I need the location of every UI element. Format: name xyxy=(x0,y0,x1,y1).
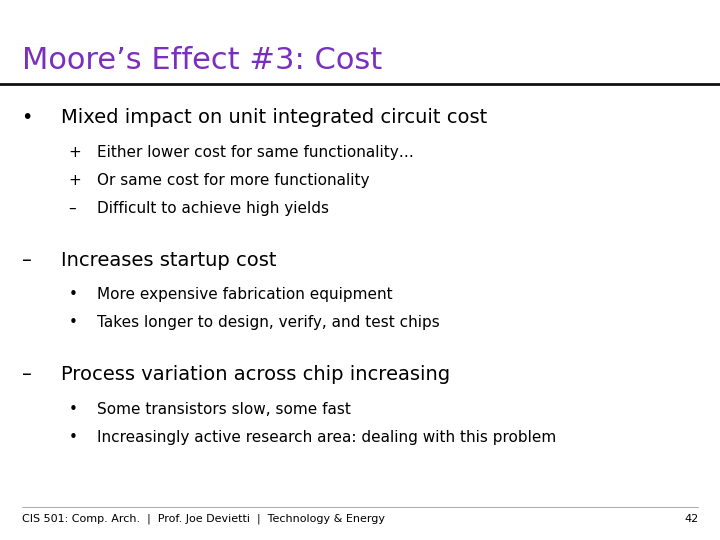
Text: 42: 42 xyxy=(684,514,698,524)
Text: Increasingly active research area: dealing with this problem: Increasingly active research area: deali… xyxy=(97,430,557,445)
Text: •: • xyxy=(22,108,33,127)
Text: •: • xyxy=(68,430,77,445)
Text: –: – xyxy=(22,365,32,384)
Text: •: • xyxy=(68,287,77,302)
Text: More expensive fabrication equipment: More expensive fabrication equipment xyxy=(97,287,393,302)
Text: Moore’s Effect #3: Cost: Moore’s Effect #3: Cost xyxy=(22,46,382,75)
Text: CIS 501: Comp. Arch.  |  Prof. Joe Devietti  |  Technology & Energy: CIS 501: Comp. Arch. | Prof. Joe Deviett… xyxy=(22,514,384,524)
Text: Process variation across chip increasing: Process variation across chip increasing xyxy=(61,365,450,384)
Text: +: + xyxy=(68,173,81,188)
Text: Mixed impact on unit integrated circuit cost: Mixed impact on unit integrated circuit … xyxy=(61,108,487,127)
Text: Either lower cost for same functionality…: Either lower cost for same functionality… xyxy=(97,145,414,160)
Text: –: – xyxy=(68,201,76,216)
Text: +: + xyxy=(68,145,81,160)
Text: •: • xyxy=(68,315,77,330)
Text: •: • xyxy=(68,402,77,417)
Text: Some transistors slow, some fast: Some transistors slow, some fast xyxy=(97,402,351,417)
Text: Difficult to achieve high yields: Difficult to achieve high yields xyxy=(97,201,329,216)
Text: Or same cost for more functionality: Or same cost for more functionality xyxy=(97,173,369,188)
Text: Increases startup cost: Increases startup cost xyxy=(61,251,276,269)
Text: Takes longer to design, verify, and test chips: Takes longer to design, verify, and test… xyxy=(97,315,440,330)
Text: –: – xyxy=(22,251,32,269)
